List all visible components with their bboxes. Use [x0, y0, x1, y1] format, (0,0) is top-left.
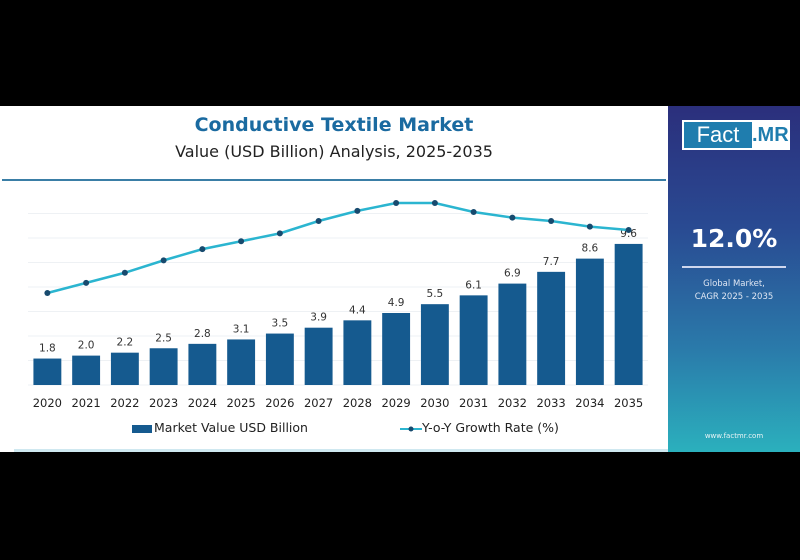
- legend-bar: Market Value USD Billion: [132, 420, 308, 435]
- bar-value-label: 3.5: [272, 318, 289, 330]
- x-tick-label: 2021: [71, 396, 100, 410]
- bar: [614, 243, 643, 385]
- legend-line-swatch: [400, 426, 422, 431]
- bar: [72, 355, 101, 385]
- bar-value-label: 2.5: [155, 332, 172, 344]
- growth-marker: [276, 230, 283, 237]
- growth-line: [47, 201, 629, 295]
- x-tick-label: 2032: [498, 396, 527, 410]
- bar-value-label: 9.6: [620, 228, 637, 240]
- bar-value-label: 4.9: [388, 297, 405, 309]
- legend-line: Y-o-Y Growth Rate (%): [400, 420, 559, 435]
- growth-marker: [509, 214, 516, 221]
- x-tick-label: 2028: [343, 396, 372, 410]
- growth-marker: [160, 257, 167, 264]
- bar: [227, 339, 256, 385]
- header-divider: [2, 179, 666, 181]
- bar-value-label: 2.8: [194, 328, 211, 340]
- bar: [498, 283, 527, 385]
- bar-value-label: 2.0: [78, 340, 95, 352]
- cagr-label: Global Market, CAGR 2025 - 2035: [668, 278, 800, 304]
- bar: [575, 258, 604, 385]
- bar-value-label: 8.6: [582, 243, 599, 255]
- logo-fact: Fact: [684, 122, 752, 148]
- x-tick-label: 2033: [536, 396, 565, 410]
- legend-bar-swatch: [132, 424, 152, 433]
- x-tick-label: 2023: [149, 396, 178, 410]
- bottom-divider: [14, 449, 668, 452]
- growth-marker: [238, 238, 245, 245]
- bar: [459, 295, 488, 385]
- growth-marker: [586, 223, 593, 230]
- cagr-divider: [682, 266, 786, 268]
- bar-value-label: 6.9: [504, 268, 521, 280]
- chart-area: Conductive Textile Market Value (USD Bil…: [0, 106, 668, 452]
- growth-marker: [548, 218, 555, 224]
- bar: [188, 343, 217, 385]
- bar-value-label: 3.1: [233, 323, 250, 335]
- website: www.factmr.com: [704, 432, 764, 440]
- x-tick-label: 2035: [614, 396, 643, 410]
- factmr-logo: Fact .MR: [682, 120, 790, 150]
- chart-title: Conductive Textile Market: [194, 114, 474, 136]
- bar: [382, 312, 411, 385]
- x-tick-label: 2020: [33, 396, 62, 410]
- legend-line-label: Y-o-Y Growth Rate (%): [422, 420, 559, 435]
- bar: [149, 348, 178, 385]
- bar: [304, 327, 333, 385]
- cagr-value: 12.0%: [690, 224, 778, 253]
- x-tick-label: 2031: [459, 396, 488, 410]
- x-tick-label: 2024: [188, 396, 217, 410]
- growth-marker: [44, 290, 51, 296]
- bar: [265, 333, 294, 385]
- infographic-card: Conductive Textile Market Value (USD Bil…: [0, 106, 800, 452]
- chart-subtitle: Value (USD Billion) Analysis, 2025-2035: [175, 142, 493, 161]
- x-tick-label: 2025: [226, 396, 255, 410]
- cagr-label-line1: Global Market,: [703, 279, 765, 289]
- growth-marker: [199, 246, 206, 253]
- bar-value-label: 3.9: [310, 312, 327, 324]
- combo-chart: 1.8 2020 2.0 2021 2.2 2022 2.5 2023 2.8 2024 3.1 20…: [28, 200, 648, 410]
- side-panel: Fact .MR 12.0% Global Market, CAGR 2025 …: [668, 106, 800, 452]
- legend-bar-label: Market Value USD Billion: [154, 420, 308, 435]
- bar-value-label: 1.8: [39, 343, 56, 355]
- growth-marker: [121, 269, 128, 276]
- growth-marker: [625, 227, 632, 233]
- bar: [33, 358, 62, 385]
- bar-value-label: 5.5: [427, 288, 444, 300]
- x-tick-label: 2030: [420, 396, 449, 410]
- growth-marker: [470, 209, 477, 215]
- x-tick-label: 2034: [575, 396, 604, 410]
- bar: [537, 271, 566, 385]
- x-tick-label: 2027: [304, 396, 333, 410]
- bar: [343, 320, 372, 385]
- growth-marker: [83, 279, 90, 286]
- bar: [420, 304, 449, 385]
- cagr-label-line2: CAGR 2025 - 2035: [694, 292, 774, 302]
- x-tick-label: 2022: [110, 396, 139, 410]
- bar-value-label: 4.4: [349, 304, 366, 316]
- bar-value-label: 2.2: [117, 337, 134, 349]
- growth-marker: [354, 207, 361, 214]
- bar-value-label: 7.7: [543, 256, 560, 268]
- growth-marker: [393, 200, 400, 206]
- x-tick-label: 2026: [265, 396, 294, 410]
- bar: [110, 352, 139, 385]
- x-tick-label: 2029: [381, 396, 410, 410]
- logo-mr: .MR: [752, 124, 789, 146]
- bar-value-label: 6.1: [465, 279, 482, 291]
- growth-marker: [315, 218, 322, 224]
- growth-marker: [431, 200, 438, 206]
